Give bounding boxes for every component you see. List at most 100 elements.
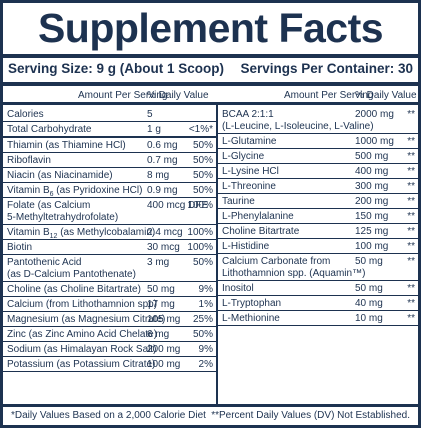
nutrient-amount: 50 mg [355, 256, 383, 267]
header-dv-right: % Daily Value [355, 90, 417, 101]
nutrient-name: Total Carbohydrate [7, 124, 92, 135]
nutrient-name: Thiamin (as Thiamine HCl) [7, 140, 126, 151]
nutrient-name: L-Glycine [222, 151, 265, 162]
nutrient-amount: 200 mg [355, 196, 389, 207]
nutrient-name: Pantothenic Acid (as D-Calcium Pantothena… [7, 257, 136, 281]
nutrient-daily-value: 50% [192, 329, 213, 340]
nutrient-name: L-Lysine HCl [222, 166, 279, 177]
nutrient-daily-value: ** [407, 181, 415, 192]
nutrient-row: Potassium (as Potassium Citrate) 100 mg 2% [3, 357, 216, 372]
nutrient-name: Vitamin B12 (as Methylcobalamin) [7, 227, 156, 240]
nutrient-daily-value: 50% [192, 140, 213, 151]
nutrient-row: Riboflavin 0.7 mg 50% [3, 153, 216, 168]
nutrient-row: Choline (as Choline Bitartrate) 50 mg 9% [3, 282, 216, 297]
nutrient-amount: 10 mg [355, 313, 383, 324]
nutrient-name: L-Phenylalanine [222, 211, 294, 222]
nutrient-amount: 50 mg [355, 283, 383, 294]
nutrient-name: L-Tryptophan [222, 298, 282, 309]
nutrient-row: Folate (as Calcium 5-Methyltetrahydrofola… [3, 198, 216, 225]
nutrient-row: Biotin 30 mcg 100% [3, 240, 216, 255]
nutrient-amount: 0.7 mg [147, 155, 178, 166]
nutrient-row: Zinc (as Zinc Amino Acid Chelate) 6 mg 50% [3, 327, 216, 342]
nutrient-amount: 50 mg [147, 284, 175, 295]
nutrient-row: Niacin (as Niacinamide) 8 mg 50% [3, 168, 216, 183]
nutrient-amount: 5 [147, 109, 153, 120]
header-amount-left: Amount Per Serving [78, 90, 168, 101]
nutrient-amount: 40 mg [355, 298, 383, 309]
nutrient-daily-value: ** [407, 256, 415, 267]
divider-thick [3, 54, 418, 58]
nutrient-row: Taurine 200 mg ** [218, 194, 418, 209]
nutrient-name: L-Histidine [222, 241, 270, 252]
nutrient-daily-value: ** [407, 136, 415, 147]
nutrient-name: Biotin [7, 242, 33, 253]
nutrient-amount: 150 mg [355, 211, 389, 222]
nutrient-daily-value: ** [407, 298, 415, 309]
nutrient-row: L-Methionine 10 mg ** [218, 311, 418, 326]
nutrient-row: Vitamin B12 (as Methylcobalamin) 2.4 mcg 1… [3, 225, 216, 240]
nutrient-daily-value: <1%* [188, 124, 213, 135]
nutrient-amount: 30 mcg [147, 242, 180, 253]
nutrient-daily-value: 50% [192, 257, 213, 268]
nutrient-daily-value: 2% [198, 359, 213, 370]
header-dv-left: % Daily Value [147, 90, 209, 101]
footnote-daily-values: *Daily Values Based on a 2,000 Calorie D… [11, 410, 206, 421]
left-nutrient-column: Calories 5 Total Carbohydrate 1 g <1%* Thiami… [3, 107, 216, 372]
nutrient-row: Sodium (as Himalayan Rock Salt) 200 mg 9% [3, 342, 216, 357]
nutrient-name: Calcium Carbonate from Lithothamnion spp.… [222, 256, 366, 280]
column-separator [216, 104, 218, 406]
nutrient-daily-value: 9% [198, 344, 213, 355]
nutrient-row: Magnesium (as Magnesium Citrate) 105 mg 25… [3, 312, 216, 327]
nutrient-daily-value: 100% [187, 227, 213, 238]
servings-per-container: Servings Per Container: 30 [240, 61, 413, 76]
nutrient-name: Calcium (from Lithothamnion spp) [7, 299, 158, 310]
nutrient-row: BCAA 2:1:1 (L-Leucine, L-Isoleucine, L-Va… [218, 107, 418, 134]
nutrient-amount: 400 mcg DFE [147, 200, 209, 211]
nutrient-daily-value: 9% [198, 284, 213, 295]
nutrient-daily-value: 100% [187, 242, 213, 253]
nutrient-daily-value: ** [407, 241, 415, 252]
nutrient-daily-value: ** [407, 211, 415, 222]
nutrient-amount: 125 mg [355, 226, 389, 237]
nutrient-row: Pantothenic Acid (as D-Calcium Pantothena… [3, 255, 216, 282]
nutrient-amount: 105 mg [147, 314, 181, 325]
nutrient-daily-value: ** [407, 196, 415, 207]
nutrient-row: Choline Bitartrate 125 mg ** [218, 224, 418, 239]
nutrient-amount: 6 mg [147, 329, 170, 340]
nutrient-name: Folate (as Calcium 5-Methyltetrahydrofola… [7, 200, 119, 224]
nutrient-daily-value: 50% [192, 185, 213, 196]
header-amount-right: Amount Per Serving [284, 90, 374, 101]
divider-thick [3, 82, 418, 86]
nutrient-name: Magnesium (as Magnesium Citrate) [7, 314, 166, 325]
nutrient-name: Vitamin B6 (as Pyridoxine HCl) [7, 185, 143, 198]
nutrient-row: Vitamin B6 (as Pyridoxine HCl) 0.9 mg 50% [3, 183, 216, 198]
nutrient-amount: 2.4 mcg [147, 227, 183, 238]
nutrient-row: L-Lysine HCl 400 mg ** [218, 164, 418, 179]
nutrient-name: Taurine [222, 196, 255, 207]
nutrient-amount: 200 mg [147, 344, 181, 355]
nutrient-amount: 3 mg [147, 257, 170, 268]
nutrient-row: Calcium (from Lithothamnion spp) 17 mg 1% [3, 297, 216, 312]
nutrient-name: Sodium (as Himalayan Rock Salt) [7, 344, 157, 355]
nutrient-daily-value: ** [407, 313, 415, 324]
nutrient-amount: 8 mg [147, 170, 170, 181]
nutrient-amount: 0.9 mg [147, 185, 178, 196]
divider-header [3, 102, 418, 105]
nutrient-row: Calories 5 [3, 107, 216, 122]
nutrient-name: Zinc (as Zinc Amino Acid Chelate) [7, 329, 158, 340]
nutrient-name: Inositol [222, 283, 254, 294]
nutrient-daily-value: ** [407, 226, 415, 237]
nutrient-row: L-Threonine 300 mg ** [218, 179, 418, 194]
panel-title: Supplement Facts [37, 5, 384, 51]
nutrient-name: Calories [7, 109, 44, 120]
nutrient-amount: 300 mg [355, 181, 389, 192]
nutrient-daily-value: ** [407, 151, 415, 162]
nutrient-amount: 1000 mg [355, 136, 394, 147]
nutrient-name: Riboflavin [7, 155, 51, 166]
nutrient-amount: 0.6 mg [147, 140, 178, 151]
nutrient-name: L-Glutamine [222, 136, 277, 147]
nutrient-amount: 100 mg [147, 359, 181, 370]
nutrient-amount: 1 g [147, 124, 161, 135]
nutrient-name: BCAA 2:1:1 (L-Leucine, L-Isoleucine, L-Va… [222, 109, 374, 133]
